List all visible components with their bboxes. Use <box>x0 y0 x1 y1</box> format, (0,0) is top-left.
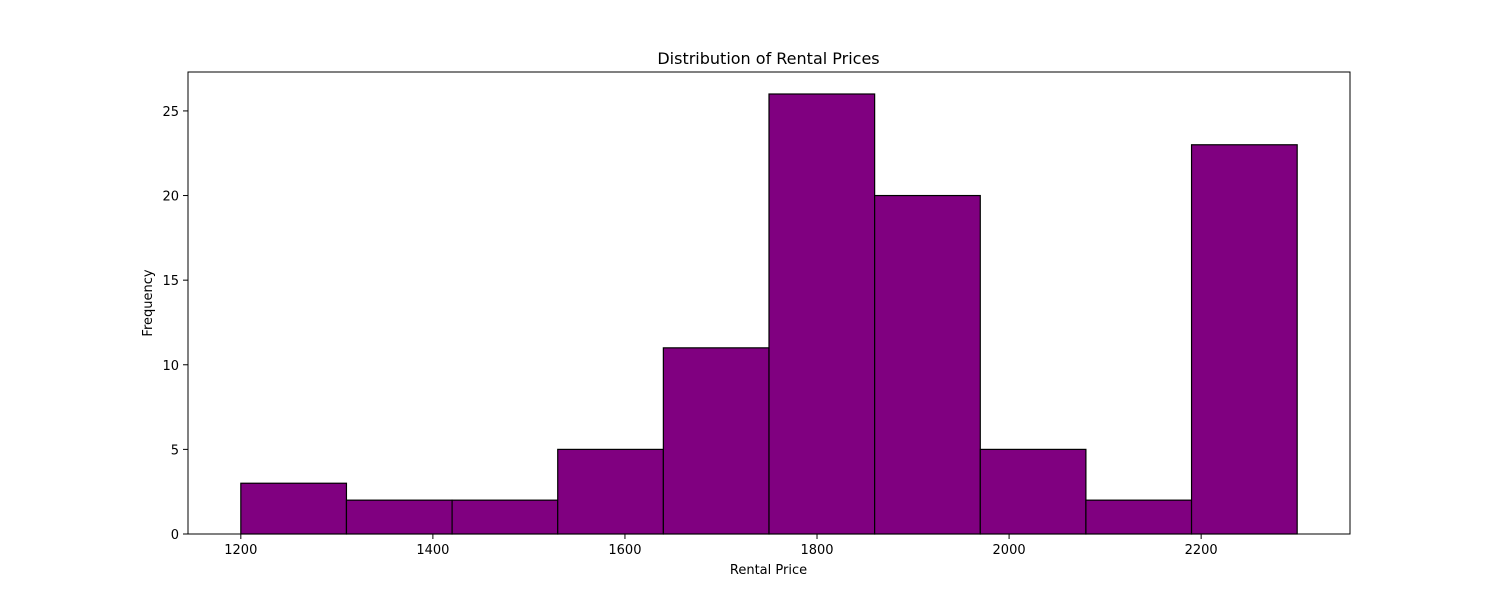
histogram-bar <box>1085 499 1193 535</box>
x-tick-label: 1200 <box>224 543 257 558</box>
histogram-bar <box>979 448 1087 535</box>
x-tick-label: 2200 <box>1185 543 1218 558</box>
histogram-bar <box>874 194 981 535</box>
y-axis: 0 5 10 15 20 25 <box>162 105 188 543</box>
x-axis: 1200 1400 1600 1800 2000 2200 <box>224 534 1218 558</box>
y-tick-label: 25 <box>162 105 179 120</box>
y-tick-label: 10 <box>162 359 179 374</box>
y-tick-label: 5 <box>171 443 179 458</box>
histogram-bar <box>662 347 770 535</box>
histogram-bar <box>240 482 348 535</box>
chart-title: Distribution of Rental Prices <box>657 49 879 68</box>
x-tick-label: 2000 <box>993 543 1026 558</box>
histogram-bar <box>1190 144 1298 535</box>
plot-area-frame <box>187 71 1351 535</box>
y-tick-label: 15 <box>162 274 179 289</box>
bars-group <box>240 93 1298 535</box>
y-tick-label: 0 <box>171 528 179 543</box>
x-tick-label: 1400 <box>416 543 449 558</box>
histogram-bar <box>451 499 559 535</box>
y-tick-label: 20 <box>162 190 179 205</box>
x-tick-label: 1800 <box>800 543 833 558</box>
histogram-bar <box>345 499 453 535</box>
x-axis-title: Rental Price <box>730 563 807 578</box>
histogram-bar <box>557 448 664 535</box>
histogram-bar <box>768 93 876 535</box>
y-axis-title: Frequency <box>141 269 156 336</box>
x-tick-label: 1600 <box>608 543 641 558</box>
